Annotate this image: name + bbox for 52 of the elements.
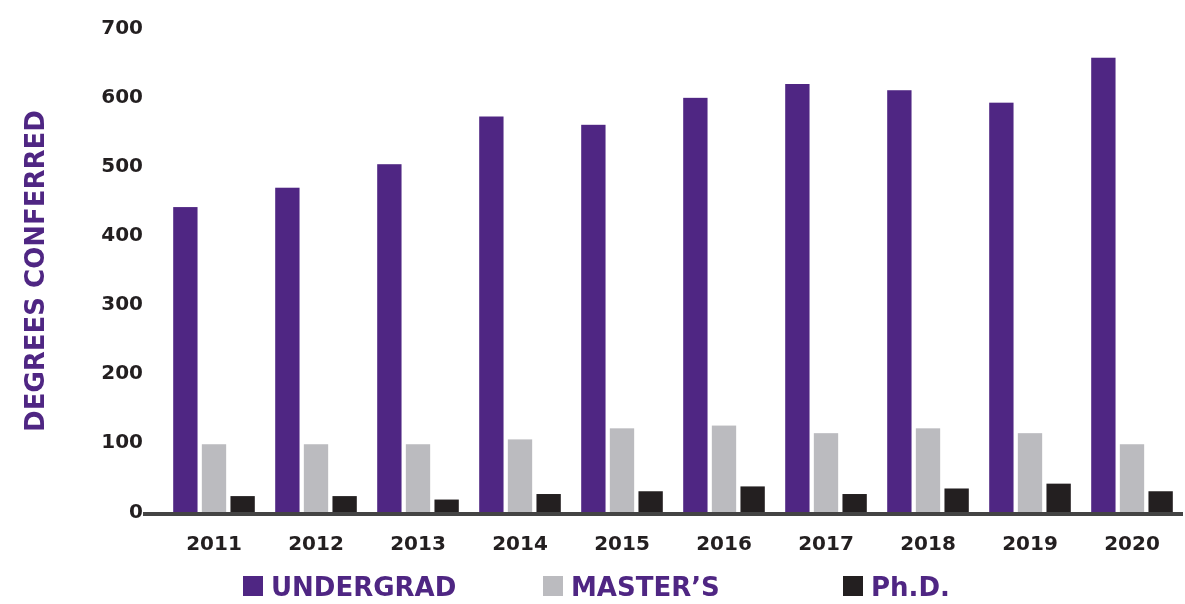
y-tick-label: 100: [101, 429, 143, 454]
y-tick-label: 400: [101, 221, 143, 246]
bar: [275, 187, 300, 512]
y-tick-label: 600: [101, 83, 143, 108]
bar: [201, 444, 227, 512]
bar: [740, 486, 765, 512]
bar: [230, 496, 255, 512]
bar: [405, 444, 431, 512]
y-tick-label: 500: [101, 152, 143, 177]
bar: [1119, 444, 1145, 512]
bar: [303, 444, 329, 512]
bar: [434, 499, 459, 512]
bar: [915, 428, 941, 512]
bar: [1046, 483, 1071, 512]
x-tick-label: 2020: [1104, 531, 1160, 555]
bar: [479, 116, 504, 512]
bar: [377, 164, 402, 512]
x-tick-label: 2011: [186, 531, 242, 555]
x-tick-label: 2014: [492, 531, 548, 555]
x-tick-label: 2018: [900, 531, 956, 555]
bar: [609, 428, 635, 512]
x-tick-label: 2013: [390, 531, 446, 555]
bar: [1017, 433, 1043, 512]
bar: [581, 124, 606, 512]
bar: [536, 494, 561, 512]
legend-label: Ph.D.: [871, 572, 950, 602]
bar: [887, 90, 912, 512]
bar: [1148, 491, 1173, 512]
bar: [711, 425, 737, 512]
bar: [785, 84, 810, 512]
bar: [332, 496, 357, 512]
x-tick-label: 2015: [594, 531, 650, 555]
bar: [683, 97, 708, 512]
x-tick-label: 2016: [696, 531, 752, 555]
bar: [173, 207, 198, 512]
bar: [638, 491, 663, 512]
legend-label: UNDERGRAD: [271, 572, 457, 602]
bar: [944, 488, 969, 512]
y-axis-title: DEGREES CONFERRED: [20, 110, 50, 432]
bar: [1091, 57, 1116, 512]
y-tick-label: 700: [101, 14, 143, 39]
y-tick-label: 300: [101, 291, 143, 316]
x-tick-label: 2012: [288, 531, 344, 555]
bar: [842, 494, 867, 512]
bar: [989, 102, 1014, 512]
y-tick-label: 0: [129, 498, 143, 523]
legend-label: MASTER’S: [571, 572, 720, 602]
x-tick-label: 2017: [798, 531, 854, 555]
y-tick-label: 200: [101, 360, 143, 385]
x-tick-label: 2019: [1002, 531, 1058, 555]
bar: [507, 439, 533, 512]
bar: [813, 433, 839, 512]
